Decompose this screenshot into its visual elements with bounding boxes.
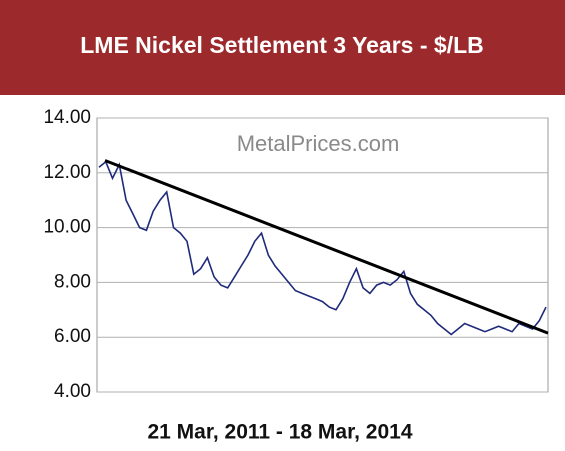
y-tick-label: 14.00 <box>43 107 91 128</box>
watermark: MetalPrices.com <box>237 131 400 156</box>
x-axis-label: 21 Mar, 2011 - 18 Mar, 2014 <box>147 421 412 444</box>
y-tick-label: 10.00 <box>43 217 91 238</box>
y-tick-label: 12.00 <box>43 162 91 183</box>
y-tick-label: 8.00 <box>54 271 91 292</box>
y-tick-label: 4.00 <box>54 381 91 402</box>
chart-title: LME Nickel Settlement 3 Years - $/LB <box>80 32 484 58</box>
y-tick-label: 6.00 <box>54 326 91 347</box>
plot-area <box>96 117 549 393</box>
trend-line <box>104 159 549 335</box>
header-band <box>0 0 565 95</box>
price-line <box>98 160 547 336</box>
